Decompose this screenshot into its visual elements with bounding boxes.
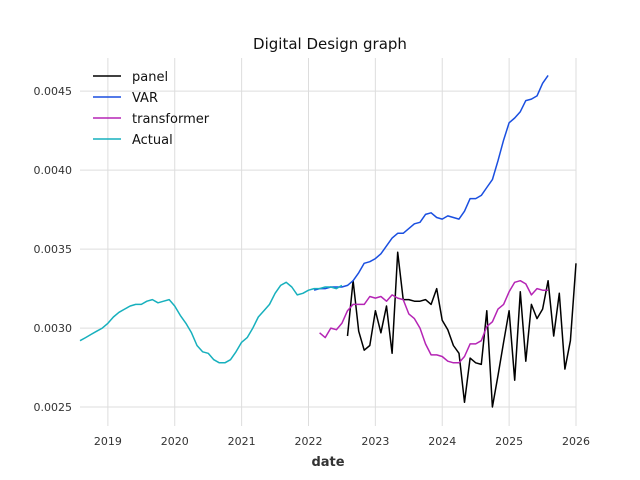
y-tick-label: 0.0025: [34, 401, 73, 414]
y-tick-label: 0.0040: [34, 164, 73, 177]
chart-title: Digital Design graph: [253, 35, 407, 53]
x-tick-label: 2025: [495, 435, 523, 448]
x-tick-label: 2023: [361, 435, 389, 448]
legend: panel VAR transformer Actual: [93, 70, 210, 148]
x-tick-label: 2019: [94, 435, 122, 448]
series-line-panel: [346, 251, 577, 408]
x-tick-label: 2022: [294, 435, 322, 448]
x-tick-labels: 2019 2020 2021 2022 2023 2024 2025 2026: [94, 435, 590, 448]
legend-label-var: VAR: [132, 91, 158, 106]
y-tick-label: 0.0035: [34, 243, 73, 256]
grid: [80, 58, 577, 426]
y-tick-label: 0.0030: [34, 322, 73, 335]
series-line-transformer: [319, 279, 549, 364]
x-tick-label: 2026: [562, 435, 590, 448]
x-axis-label: date: [311, 455, 344, 470]
x-tick-label: 2021: [228, 435, 256, 448]
legend-label-panel: panel: [132, 70, 168, 85]
y-tick-labels: 0.0025 0.0030 0.0035 0.0040 0.0045: [34, 85, 73, 414]
x-tick-label: 2020: [161, 435, 189, 448]
y-tick-label: 0.0045: [34, 85, 73, 98]
x-tick-label: 2024: [428, 435, 456, 448]
series-line-actual: [79, 281, 343, 364]
legend-label-transformer: transformer: [132, 112, 210, 127]
series-lines: [79, 74, 577, 408]
legend-label-actual: Actual: [132, 133, 173, 148]
series-line-var: [313, 74, 549, 291]
